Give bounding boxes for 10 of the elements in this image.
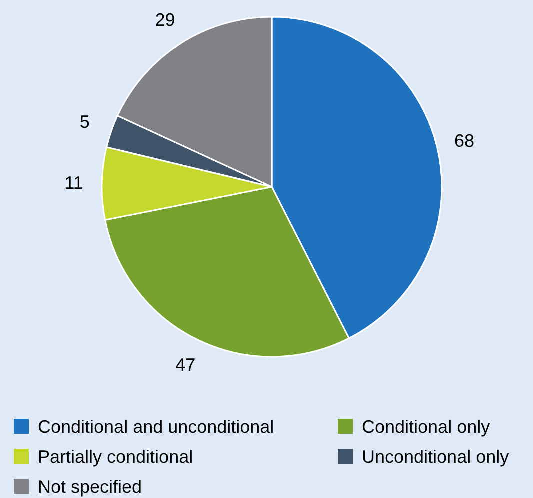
legend-label: Partially conditional: [38, 447, 194, 467]
data-label: 29: [155, 10, 176, 30]
legend-label: Unconditional only: [362, 447, 510, 467]
legend-label: Conditional and unconditional: [38, 417, 274, 437]
data-label: 11: [64, 173, 84, 194]
data-label: 47: [176, 355, 196, 376]
legend-label: Conditional only: [362, 417, 490, 437]
legend-label: Not specified: [38, 477, 142, 497]
data-label: 5: [80, 112, 90, 132]
data-label: 68: [454, 130, 475, 151]
